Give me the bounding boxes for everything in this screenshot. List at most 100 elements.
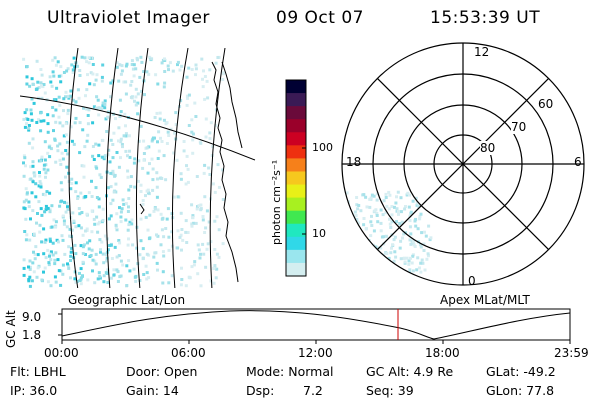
emission-pixel — [34, 88, 38, 91]
emission-pixel — [58, 121, 62, 125]
emission-pixel — [94, 78, 98, 82]
emission-pixel — [411, 277, 415, 281]
emission-pixel — [39, 68, 43, 71]
emission-pixel — [401, 284, 405, 285]
emission-pixel — [203, 97, 207, 101]
emission-pixel — [97, 271, 101, 275]
emission-pixel — [396, 190, 400, 194]
emission-pixel — [127, 205, 130, 209]
emission-pixel — [139, 55, 143, 59]
emission-pixel — [44, 175, 47, 179]
emission-pixel — [396, 210, 400, 213]
emission-pixel — [99, 248, 102, 252]
emission-pixel — [162, 85, 166, 89]
emission-pixel — [206, 242, 210, 246]
emission-pixel — [112, 273, 116, 277]
emission-pixel — [127, 237, 130, 241]
emission-pixel — [380, 235, 384, 239]
emission-pixel — [48, 75, 52, 79]
emission-pixel — [191, 151, 195, 155]
emission-pixel — [180, 228, 184, 231]
emission-pixel — [108, 160, 112, 164]
emission-pixel — [184, 219, 188, 223]
emission-pixel — [416, 256, 420, 260]
emission-pixel — [136, 92, 140, 96]
emission-pixel — [52, 129, 55, 133]
emission-pixel — [115, 212, 119, 216]
emission-pixel — [85, 60, 89, 64]
emission-pixel — [144, 194, 147, 198]
emission-pixel — [51, 106, 55, 109]
emission-pixel — [77, 224, 81, 228]
emission-pixel — [76, 64, 79, 68]
emission-pixel — [197, 248, 201, 252]
emission-pixel — [384, 234, 388, 238]
emission-pixel — [85, 229, 89, 232]
emission-pixel — [413, 219, 417, 223]
emission-pixel — [128, 149, 131, 153]
emission-pixel — [74, 100, 78, 104]
emission-pixel — [393, 205, 396, 209]
emission-pixel — [103, 106, 107, 110]
emission-pixel — [71, 211, 75, 215]
emission-pixel — [118, 115, 122, 118]
emission-pixel — [64, 95, 67, 99]
info-glat: GLat: -49.2 — [486, 364, 556, 379]
emission-pixel — [127, 134, 131, 138]
emission-pixel — [415, 280, 419, 284]
emission-pixel — [22, 154, 26, 158]
emission-pixel — [384, 192, 388, 196]
emission-pixel — [408, 193, 411, 197]
emission-pixel — [351, 242, 355, 246]
emission-pixel — [112, 131, 116, 135]
emission-pixel — [54, 160, 58, 164]
emission-pixel — [374, 259, 377, 263]
emission-pixel — [46, 151, 50, 155]
emission-pixel — [385, 204, 389, 208]
emission-pixel — [73, 121, 77, 125]
emission-pixel — [131, 243, 135, 247]
emission-pixel — [59, 181, 63, 185]
emission-pixel — [369, 257, 373, 261]
emission-pixel — [406, 193, 409, 197]
emission-pixel — [214, 276, 218, 280]
emission-pixel — [27, 200, 31, 204]
emission-pixel — [345, 247, 348, 251]
emission-pixel — [78, 121, 82, 125]
emission-pixel — [72, 219, 76, 223]
emission-pixel — [347, 274, 351, 278]
emission-pixel — [133, 99, 136, 103]
emission-pixel — [207, 166, 211, 170]
emission-pixel — [353, 233, 357, 236]
emission-pixel — [98, 238, 102, 242]
emission-pixel — [117, 126, 121, 130]
emission-pixel — [346, 264, 350, 268]
emission-pixel — [72, 56, 76, 60]
emission-pixel — [141, 202, 145, 206]
emission-pixel — [115, 228, 119, 232]
emission-pixel — [97, 113, 101, 117]
emission-pixel — [57, 269, 61, 273]
emission-pixel — [141, 199, 145, 202]
emission-pixel — [401, 236, 404, 240]
emission-pixel — [96, 222, 100, 226]
emission-pixel — [186, 96, 190, 100]
emission-pixel — [126, 243, 130, 247]
emission-pixel — [70, 63, 74, 67]
emission-pixel — [427, 254, 430, 258]
emission-pixel — [155, 233, 158, 237]
emission-pixel — [117, 165, 121, 169]
emission-pixel — [60, 151, 64, 155]
emission-pixel — [203, 75, 207, 78]
emission-pixel — [30, 191, 34, 195]
emission-pixel — [211, 145, 215, 148]
emission-pixel — [369, 254, 373, 258]
emission-pixel — [399, 279, 403, 283]
emission-pixel — [40, 155, 44, 159]
emission-pixel — [161, 270, 165, 274]
emission-pixel — [414, 224, 418, 228]
emission-pixel — [365, 205, 369, 209]
emission-pixel — [51, 70, 55, 74]
emission-pixel — [176, 60, 180, 64]
emission-pixel — [184, 230, 188, 234]
